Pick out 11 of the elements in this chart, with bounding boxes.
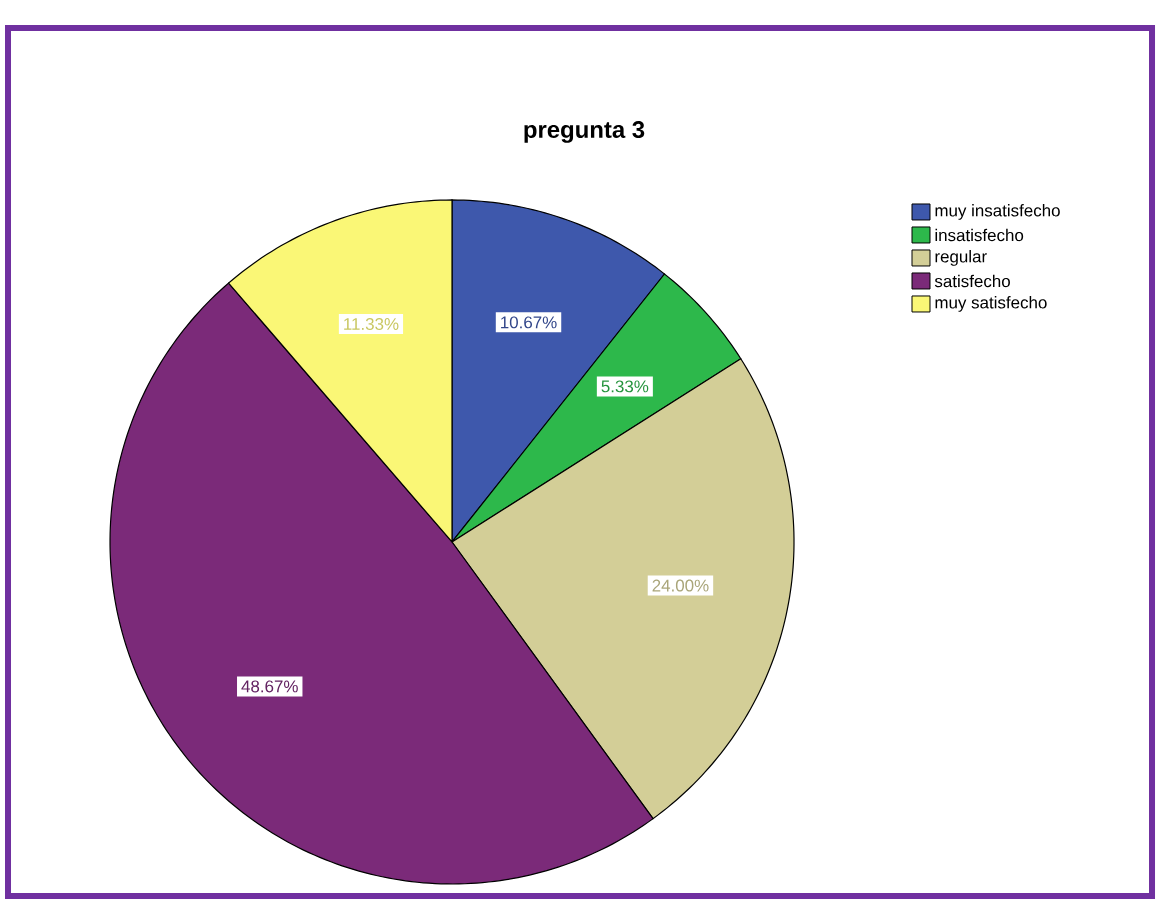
data-label: 10.67% bbox=[501, 316, 557, 329]
data-label: 5.33% bbox=[601, 380, 649, 393]
legend-label: muy satisfecho bbox=[935, 296, 1047, 312]
data-label: 24.00% bbox=[652, 579, 709, 592]
data-label: 48.67% bbox=[241, 680, 298, 693]
legend-label: muy insatisfecho bbox=[935, 204, 1060, 220]
legend-label: satisfecho bbox=[934, 274, 1010, 288]
legend-label: insatisfecho bbox=[935, 228, 1024, 242]
chart-title: pregunta 3 bbox=[524, 121, 645, 143]
data-label: 11.33% bbox=[344, 318, 399, 330]
legend-label: regular bbox=[935, 250, 987, 266]
